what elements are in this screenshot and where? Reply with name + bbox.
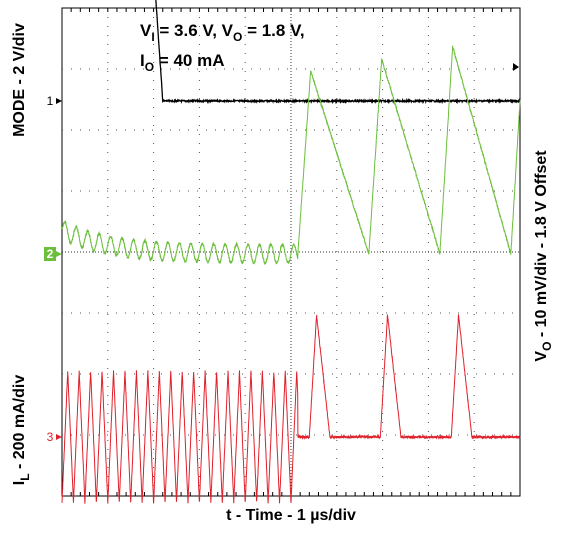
y-axis-label-inductor-current: IL - 200 mA/div: [11, 375, 32, 486]
trace-inductor-current: [61, 314, 521, 504]
y-axis-label-mode: MODE - 2 V/div: [11, 23, 28, 137]
trace-output-voltage: [61, 45, 521, 266]
x-axis-label: t - Time - 1 µs/div: [226, 507, 356, 524]
channel-marker-label: 2: [47, 247, 54, 261]
traces: [61, 0, 521, 504]
condition-line-2: IO = 40 mA: [140, 51, 224, 74]
channel-marker-label: 3: [47, 430, 54, 444]
condition-line-1: VI = 3.6 V, VO = 1.8 V,: [140, 21, 305, 44]
trigger-level-marker: [513, 63, 519, 71]
channel-marker-arrow: [56, 251, 62, 257]
trace-mode: [155, 0, 521, 105]
channel-marker-label: 1: [47, 94, 54, 108]
channel-marker-arrow: [56, 98, 62, 104]
grid: [61, 8, 521, 496]
channel-marker-3: 3: [47, 430, 62, 444]
channel-marker-badge: [44, 247, 56, 261]
channel-marker-2: 2: [44, 247, 62, 261]
y-axis-label-output-voltage: VO - 10 mV/div - 1.8 V Offset: [533, 150, 554, 362]
channel-marker-1: 1: [47, 94, 62, 108]
channel-markers: 1 2 3: [44, 63, 519, 444]
channel-marker-arrow: [56, 434, 62, 440]
